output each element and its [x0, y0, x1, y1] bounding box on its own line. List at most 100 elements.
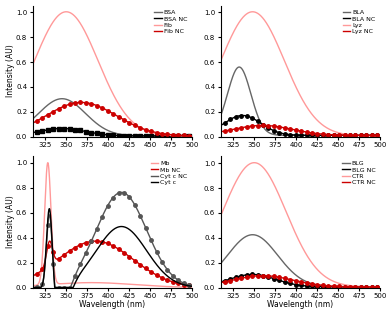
BSA NC [189, 134, 194, 138]
Lyz NC [228, 128, 233, 132]
Mb [132, 283, 136, 287]
Cyt c NC [40, 281, 45, 285]
Mb [40, 253, 45, 257]
CTR NC [218, 281, 223, 284]
Line: BSA: BSA [33, 99, 192, 136]
Line: Cyt c: Cyt c [33, 209, 192, 288]
Lyz [250, 10, 255, 14]
Lyz NC [377, 134, 382, 137]
BLA [237, 65, 241, 69]
Fib NC [31, 121, 35, 125]
X-axis label: Wavelength (nm): Wavelength (nm) [267, 301, 333, 309]
BLA NC [228, 117, 233, 121]
Fib [151, 131, 156, 135]
Line: Cyt c NC: Cyt c NC [33, 192, 192, 288]
CTR [218, 214, 223, 217]
Fib [40, 40, 45, 44]
Fib NC [167, 133, 172, 136]
Mb [31, 284, 35, 288]
Lyz NC [218, 130, 223, 134]
BSA NC [151, 134, 156, 138]
Cyt c [151, 259, 156, 263]
Lyz [218, 59, 223, 62]
CTR NC [311, 282, 316, 286]
BSA [132, 134, 136, 138]
BSA [40, 108, 45, 112]
Legend: BSA, BSA NC, Fib, Fib NC: BSA, BSA NC, Fib, Fib NC [153, 9, 189, 36]
BSA [31, 117, 35, 121]
Mb [45, 161, 50, 165]
Cyt c NC [123, 192, 128, 196]
Lyz [339, 132, 344, 135]
CTR [252, 161, 256, 164]
Line: BSA NC: BSA NC [33, 129, 192, 136]
Fib [167, 134, 172, 137]
BLA [339, 134, 344, 137]
Mb [123, 282, 128, 286]
BLG NC [356, 285, 360, 289]
Cyt c NC [168, 271, 172, 275]
CTR NC [228, 279, 233, 283]
Line: BLG: BLG [221, 235, 380, 287]
Mb NC [167, 279, 172, 283]
BSA NC [60, 127, 64, 130]
Cyt c NC [189, 284, 194, 288]
BLG NC [315, 285, 320, 289]
Lyz [377, 134, 382, 138]
Line: Lyz: Lyz [221, 12, 380, 136]
Fib NC [151, 130, 156, 134]
CTR [320, 272, 325, 276]
Y-axis label: Intensity (AU): Intensity (AU) [5, 196, 15, 248]
Cyt c [127, 228, 132, 232]
Lyz NC [339, 133, 344, 137]
CTR [377, 285, 382, 289]
Line: BLG NC: BLG NC [221, 274, 380, 287]
BSA NC [167, 134, 172, 138]
CTR [311, 263, 316, 266]
Cyt c [189, 284, 194, 288]
BLA NC [320, 134, 325, 137]
Lyz NC [320, 132, 325, 136]
BSA [127, 134, 132, 137]
Cyt c NC [31, 285, 35, 289]
Line: Lyz NC: Lyz NC [221, 125, 380, 135]
Lyz [320, 123, 325, 127]
Fib [64, 10, 69, 14]
CTR NC [356, 285, 360, 289]
BLG [218, 261, 223, 265]
Fib [31, 63, 35, 66]
Cyt c [47, 207, 52, 210]
Fib NC [79, 100, 83, 104]
CTR NC [320, 284, 325, 287]
Mb NC [132, 258, 136, 262]
BLG [250, 233, 255, 237]
BLG [315, 283, 320, 287]
Line: Fib NC: Fib NC [33, 102, 192, 136]
Mb NC [40, 267, 45, 271]
BLG [228, 249, 233, 253]
Fib NC [127, 121, 132, 125]
Fib NC [40, 116, 45, 120]
Fib NC [132, 123, 136, 127]
Fib [189, 134, 194, 138]
CTR NC [260, 274, 265, 278]
Fib NC [189, 134, 194, 138]
CTR [315, 268, 320, 272]
CTR NC [377, 285, 382, 289]
BLA [356, 134, 360, 137]
Cyt c [32, 286, 37, 289]
CTR NC [315, 283, 320, 287]
BLA NC [315, 134, 320, 137]
Fib NC [123, 119, 128, 123]
Lyz NC [356, 133, 360, 137]
BLA [218, 114, 223, 117]
BSA [167, 134, 172, 138]
Lyz NC [260, 123, 265, 127]
BLG NC [320, 285, 325, 289]
Line: Mb NC: Mb NC [33, 241, 192, 286]
BLG [320, 284, 325, 288]
Lyz [356, 134, 360, 137]
X-axis label: Wavelength (nm): Wavelength (nm) [79, 301, 145, 309]
BLG [377, 285, 382, 289]
Cyt c [123, 226, 128, 229]
